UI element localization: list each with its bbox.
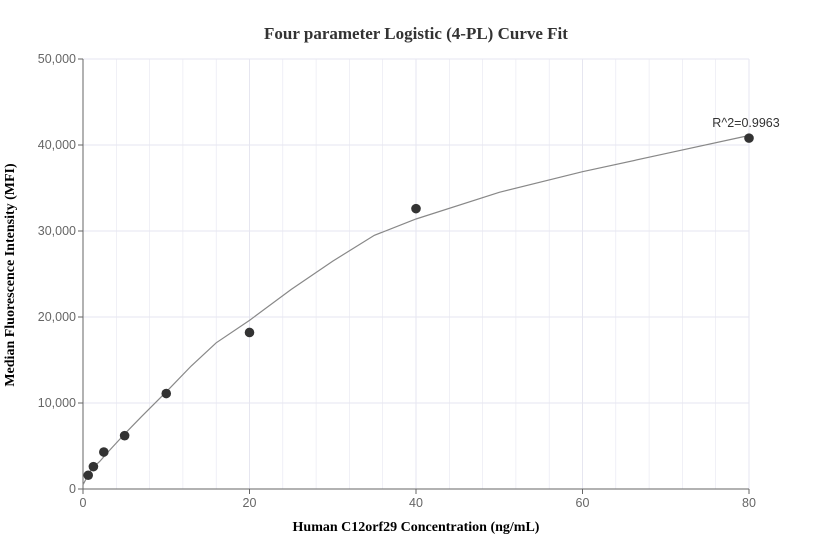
x-tick-label: 40 (409, 496, 423, 510)
x-tick-label: 20 (243, 496, 257, 510)
x-axis-title: Human C12orf29 Concentration (ng/mL) (293, 520, 540, 535)
data-point (99, 447, 109, 457)
x-tick-label: 80 (742, 496, 756, 510)
data-point (411, 203, 421, 214)
data-point (744, 133, 754, 143)
y-tick-label: 20,000 (38, 310, 76, 324)
data-point (161, 388, 172, 399)
y-tick-label: 50,000 (38, 52, 76, 66)
x-tick-label: 60 (576, 496, 590, 510)
grid (83, 58, 750, 489)
data-point (83, 470, 94, 481)
y-tick-label: 0 (69, 482, 76, 496)
y-axis-title: Median Fluorescence Intensity (MFI) (3, 163, 18, 387)
tick-labels: 0 20 40 60 80 0 10,000 20,000 30,000 40,000 50,000 (38, 52, 756, 510)
data-point (119, 430, 130, 441)
y-tick-label: 40,000 (38, 138, 76, 152)
axes (78, 58, 750, 494)
data-point (244, 327, 255, 338)
y-tick-label: 10,000 (38, 396, 76, 410)
y-tick-label: 30,000 (38, 224, 76, 238)
chart-title: Four parameter Logistic (4-PL) Curve Fit (264, 24, 568, 43)
r-squared-annotation: R^2=0.9963 (712, 116, 779, 130)
data-points (83, 133, 754, 481)
data-point (88, 461, 99, 472)
x-tick-label: 0 (80, 496, 87, 510)
